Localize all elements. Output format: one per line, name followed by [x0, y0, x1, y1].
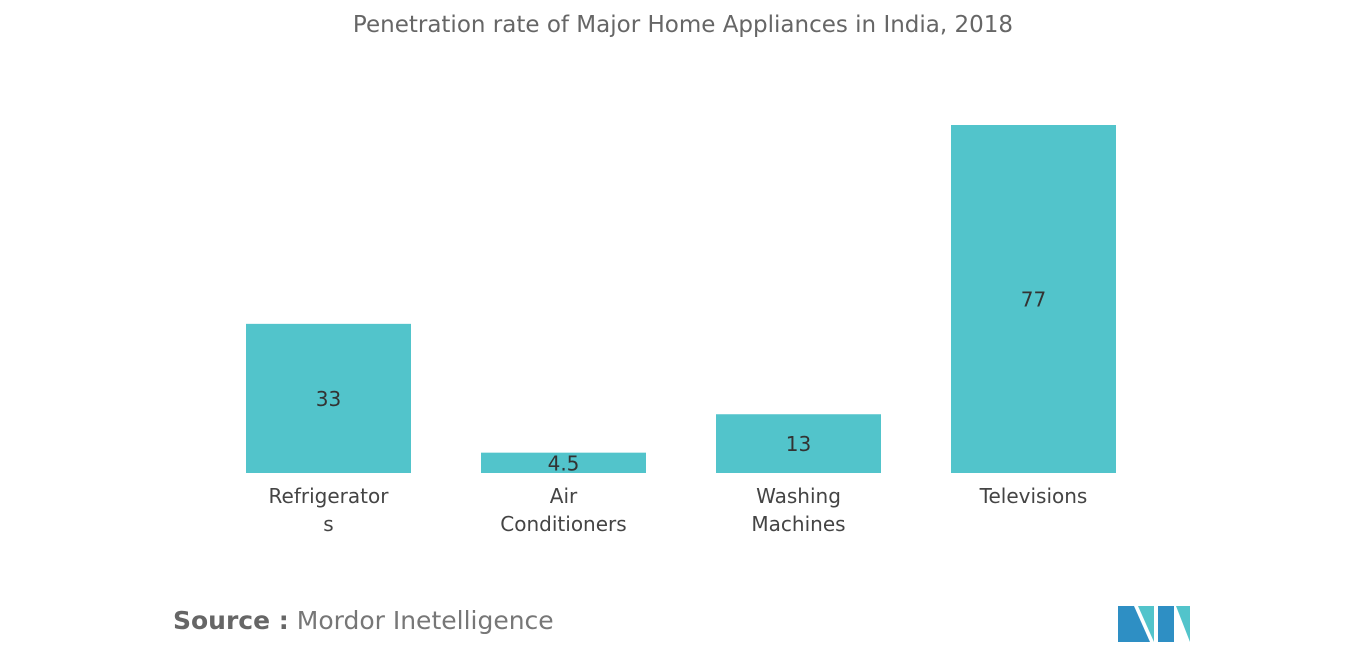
x-tick-label: Refrigerators: [268, 484, 389, 536]
x-tick-label: Air Conditioners: [500, 484, 627, 536]
bar: [716, 414, 881, 473]
data-label: 4.5: [548, 451, 580, 475]
source: Source : Mordor Inetelligence: [173, 606, 554, 635]
bar: [246, 323, 411, 473]
logo: [1118, 606, 1190, 642]
data-label: 33: [316, 387, 341, 411]
chart-title: Penetration rate of Major Home Appliance…: [352, 12, 1014, 38]
x-tick-label: Washing Machines: [751, 484, 846, 536]
source-text: Mordor Inetelligence: [296, 606, 554, 635]
x-tick-label: Televisions: [979, 484, 1088, 508]
data-label: 13: [786, 432, 811, 456]
source-label: Source :: [173, 606, 289, 635]
bar: [951, 125, 1116, 473]
bar: [481, 452, 646, 473]
data-label: 77: [1021, 288, 1046, 312]
